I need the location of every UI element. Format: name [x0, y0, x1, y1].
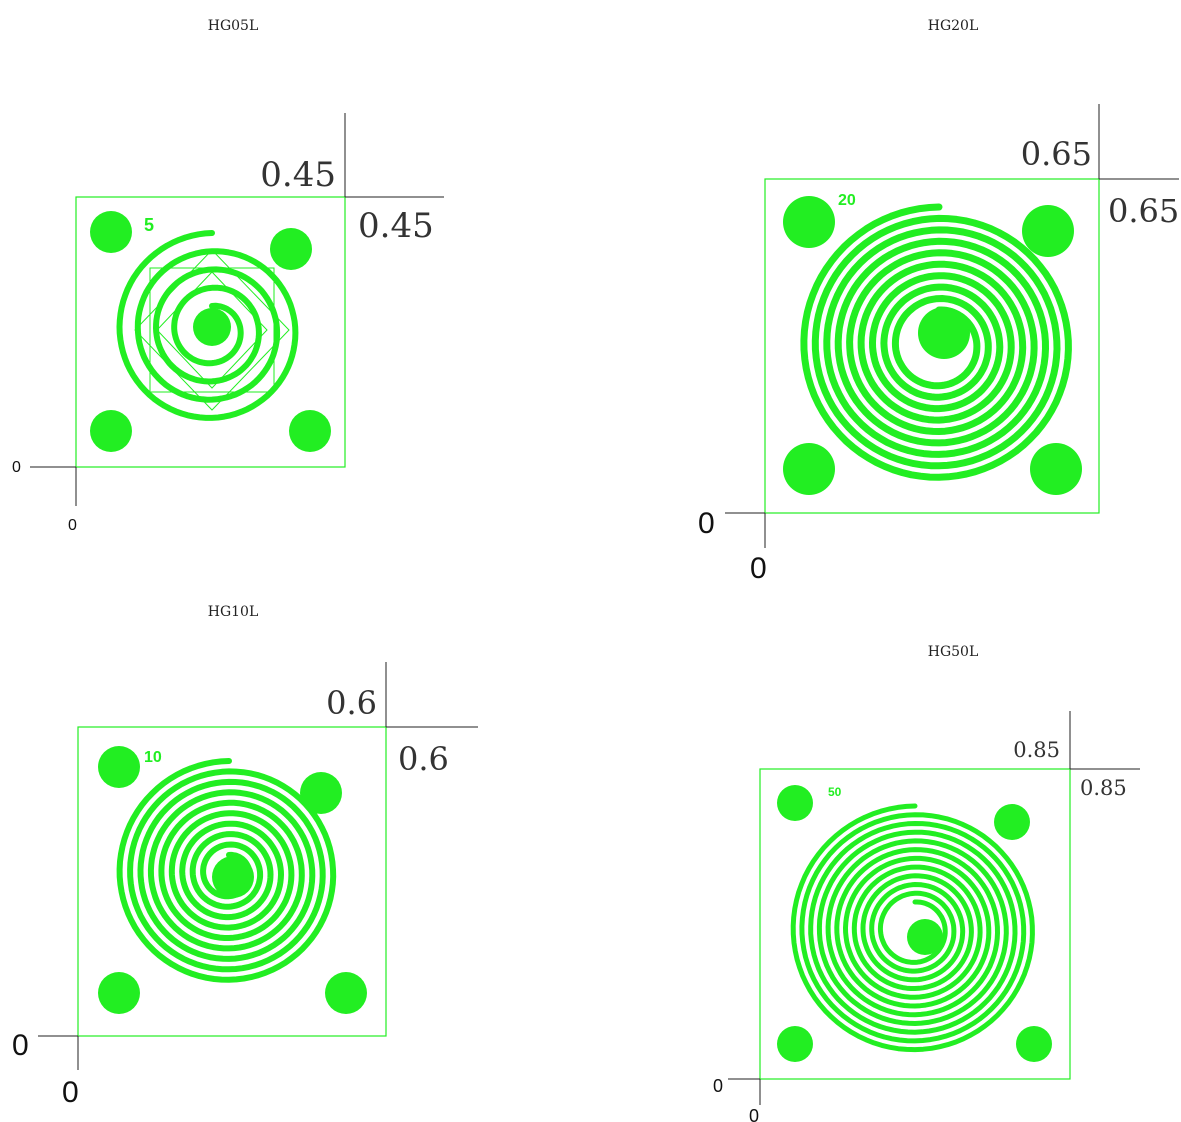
origin-label-y: 0 — [698, 507, 715, 540]
dimension-label-right: 0.65 — [1108, 192, 1179, 230]
dimension-label-top: 0.45 — [260, 155, 336, 195]
board-outline — [77, 726, 387, 1037]
center-pad — [918, 307, 970, 359]
pad-number-label: 50 — [828, 785, 842, 799]
spiral-coil — [800, 203, 1072, 481]
origin-label-x: 0 — [750, 552, 767, 585]
board-outline — [764, 178, 1100, 514]
pad-number-label: 5 — [144, 215, 154, 235]
panel-title: HG20L — [928, 18, 979, 34]
dimension-label-top: 0.65 — [1021, 135, 1092, 173]
corner-pad — [1016, 1026, 1052, 1062]
center-pad — [907, 919, 943, 955]
corner-pad — [90, 211, 132, 253]
hatch-diamond — [134, 249, 290, 411]
corner-pad — [1030, 443, 1082, 495]
panel-hg05l: HG05L 0.45 0.45 0 0 5 — [12, 18, 444, 534]
dimension-label-top: 0.6 — [326, 684, 377, 722]
panel-title: HG05L — [208, 18, 259, 34]
dimension-label-right: 0.6 — [398, 740, 449, 778]
spiral-coil — [116, 758, 337, 983]
hatch-square — [149, 267, 275, 393]
origin-label-x: 0 — [749, 1106, 759, 1122]
corner-pad — [98, 972, 140, 1014]
panel-hg10l: HG10L 0.6 0.6 0 0 10 — [12, 604, 478, 1109]
corner-pad — [777, 1026, 813, 1062]
corner-pad — [90, 410, 132, 452]
panel-title: HG10L — [208, 604, 259, 620]
origin-label-y: 0 — [713, 1076, 723, 1096]
origin-label-x: 0 — [62, 1076, 79, 1109]
corner-pad — [325, 972, 367, 1014]
board-outline — [759, 768, 1071, 1080]
board-outline — [75, 196, 346, 468]
panel-hg50l: HG50L 0.85 0.85 0 0 50 — [713, 644, 1140, 1122]
center-pad — [193, 308, 231, 346]
panel-title: HG50L — [928, 644, 979, 660]
feed-pad — [994, 804, 1030, 840]
origin-label-y: 0 — [12, 1029, 29, 1062]
spiral-coil — [790, 803, 1035, 1053]
corner-pad — [783, 443, 835, 495]
dimension-label-top: 0.85 — [1013, 738, 1060, 762]
pad-number-label: 10 — [144, 749, 162, 766]
feed-pad — [1022, 205, 1074, 257]
pad-number-label: 20 — [838, 192, 856, 209]
dimension-label-right: 0.45 — [358, 206, 434, 246]
origin-label-x: 0 — [68, 517, 77, 534]
dimension-label-right: 0.85 — [1080, 776, 1127, 800]
feed-pad — [270, 228, 312, 270]
corner-pad — [98, 746, 140, 788]
feed-pad — [300, 772, 342, 814]
corner-pad — [289, 410, 331, 452]
hatch-diamond — [156, 271, 268, 389]
origin-label-y: 0 — [12, 459, 21, 476]
panel-hg20l: HG20L 0.65 0.65 0 0 20 — [698, 18, 1179, 585]
corner-pad — [777, 785, 813, 821]
corner-pad — [783, 196, 835, 248]
spiral-coil — [116, 230, 299, 421]
